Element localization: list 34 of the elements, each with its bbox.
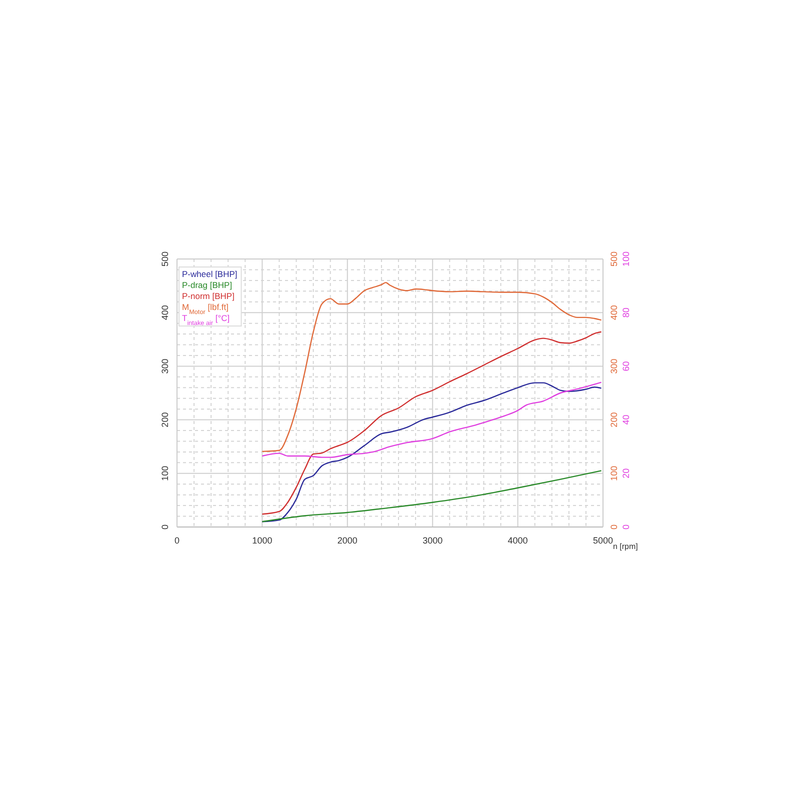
line-series bbox=[262, 470, 602, 522]
y3-tick-label: 20 bbox=[621, 468, 631, 478]
y-tick-label: 300 bbox=[160, 358, 170, 374]
y3-tick-label: 40 bbox=[621, 414, 631, 425]
x-tick-label: 0 bbox=[174, 535, 180, 546]
y3-tick-label: 0 bbox=[621, 524, 631, 530]
x-axis-title: n [rpm] bbox=[613, 542, 638, 551]
text: P-drag [BHP] bbox=[182, 280, 232, 290]
y-tick-label: 100 bbox=[160, 466, 170, 481]
y2-tick-label: 300 bbox=[609, 358, 619, 374]
text: M$_{Motor}$ [lbf.ft] bbox=[182, 302, 229, 316]
x-tick-label: 5000 bbox=[592, 535, 614, 546]
y-tick-label: 500 bbox=[160, 251, 170, 267]
y-tick-label: 0 bbox=[160, 524, 170, 530]
line-series bbox=[262, 282, 602, 452]
y2-tick-label: 200 bbox=[609, 412, 619, 428]
y3-tick-label: 100 bbox=[621, 251, 631, 267]
y-tick-label: 200 bbox=[160, 412, 170, 428]
y2-tick-label: 500 bbox=[609, 251, 619, 267]
line-series bbox=[262, 382, 602, 458]
y2-tick-label: 0 bbox=[609, 524, 619, 530]
y3-tick-label: 60 bbox=[621, 361, 631, 372]
x-tick-label: 1000 bbox=[252, 535, 272, 546]
y3-tick-label: 80 bbox=[621, 308, 631, 318]
x-tick-label: 4000 bbox=[508, 535, 528, 546]
x-tick-label: 3000 bbox=[422, 535, 443, 546]
text: T$_{intake air}$ [°C] bbox=[182, 313, 230, 326]
y2-tick-label: 100 bbox=[609, 466, 619, 481]
text: P-wheel [BHP] bbox=[182, 269, 238, 279]
line-series bbox=[262, 331, 602, 515]
y-tick-label: 400 bbox=[160, 305, 170, 320]
x-tick-label: 2000 bbox=[337, 535, 358, 546]
y2-tick-label: 400 bbox=[609, 305, 619, 320]
text: P-norm [BHP] bbox=[182, 291, 234, 301]
